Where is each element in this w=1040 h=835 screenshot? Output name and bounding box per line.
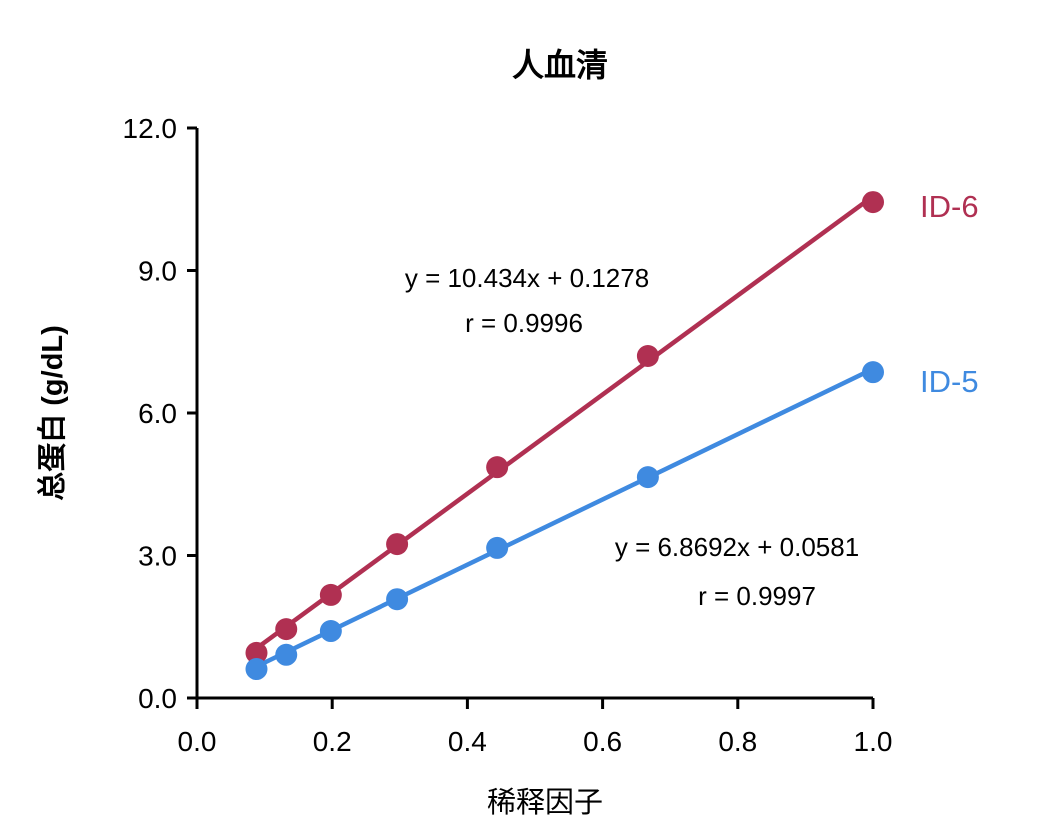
x-tick-label: 0.2	[313, 726, 352, 757]
data-point-id-6	[862, 191, 884, 214]
series-label-id6: ID-6	[920, 189, 979, 224]
series-label-id5: ID-5	[920, 364, 979, 399]
y-tick-label: 9.0	[138, 256, 177, 287]
y-tick-label: 12.0	[123, 113, 178, 144]
x-tick-label: 0.8	[718, 726, 757, 757]
equation-id5: y = 6.8692x + 0.0581	[615, 532, 859, 562]
x-tick-label: 0.0	[178, 726, 217, 757]
data-point-id-6	[275, 618, 298, 641]
data-point-id-5	[386, 588, 409, 611]
fit-line-id-6	[255, 194, 875, 651]
y-tick-label: 6.0	[138, 398, 177, 429]
x-axis-label: 稀释因子	[487, 786, 603, 819]
data-point-id-5	[486, 536, 509, 559]
data-point-id-5	[319, 620, 342, 643]
data-point-id-6	[386, 533, 409, 556]
data-point-id-6	[636, 345, 659, 367]
data-point-id-5	[862, 361, 884, 384]
x-tick-label: 0.4	[448, 726, 487, 757]
fit-line-id-5	[255, 366, 874, 669]
x-tick-label: 0.6	[583, 726, 622, 757]
x-tick-label: 1.0	[854, 726, 893, 757]
y-tick-label: 0.0	[138, 683, 177, 714]
r-value-id6: r = 0.9996	[465, 308, 583, 338]
chart-title: 人血清	[512, 47, 608, 83]
data-point-id-5	[275, 643, 298, 666]
y-tick-label: 3.0	[138, 541, 177, 572]
data-point-id-6	[319, 583, 342, 606]
y-axis-label: 总蛋白 (g/dL)	[36, 325, 69, 501]
data-point-id-5	[636, 466, 659, 489]
equation-id6: y = 10.434x + 0.1278	[405, 263, 649, 293]
data-point-id-5	[245, 658, 268, 681]
data-point-id-6	[245, 641, 268, 664]
data-point-id-6	[486, 456, 509, 479]
r-value-id5: r = 0.9997	[698, 581, 816, 611]
